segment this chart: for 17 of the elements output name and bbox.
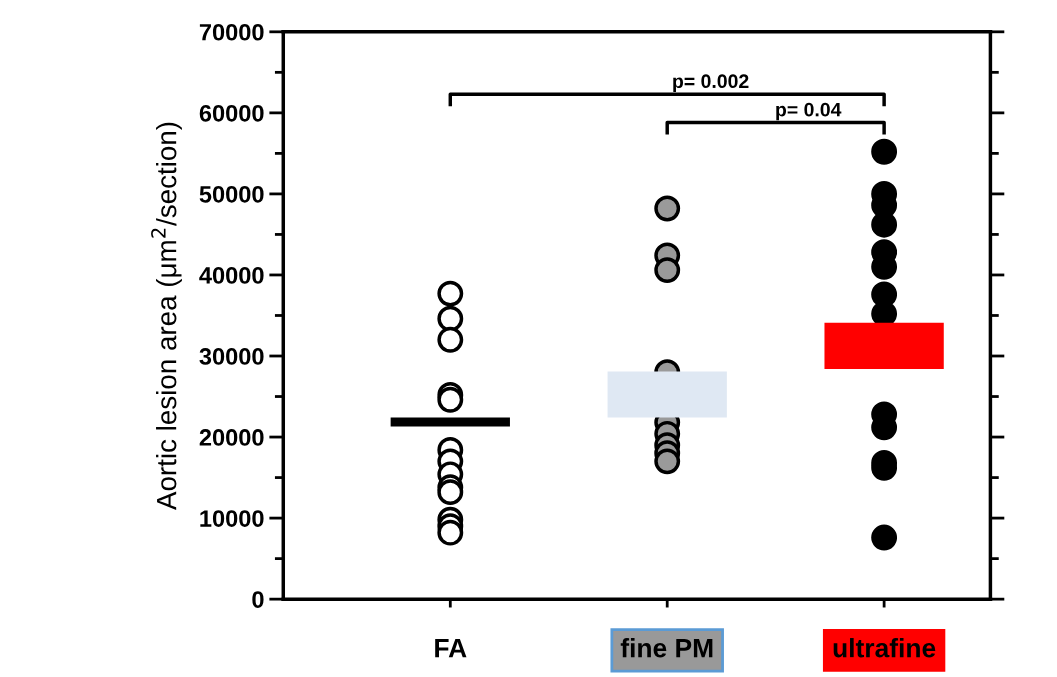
y-tick-label: 50000 xyxy=(199,185,264,203)
y-tick-label: 30000 xyxy=(199,348,264,365)
x-tick-label: fine PM xyxy=(620,638,713,658)
bar xyxy=(390,417,510,427)
y-tick-label: 40000 xyxy=(199,267,264,284)
annotation: p= 0.04 xyxy=(776,102,842,121)
y-tick-label: 0 xyxy=(252,591,264,608)
bar xyxy=(607,371,727,418)
y-axis-title: Aortic lesion area (μm$^{2}$/section) xyxy=(151,122,182,511)
x-tick-label: FA xyxy=(435,639,467,658)
x-tick-label: ultrafine xyxy=(833,638,936,658)
bar xyxy=(824,322,944,369)
y-tick-label: 70000 xyxy=(199,23,264,41)
y-tick-label: 10000 xyxy=(200,510,264,527)
annotation: p= 0.002 xyxy=(673,74,749,92)
y-tick-label: 20000 xyxy=(199,429,264,446)
y-tick-label: 60000 xyxy=(199,104,264,122)
